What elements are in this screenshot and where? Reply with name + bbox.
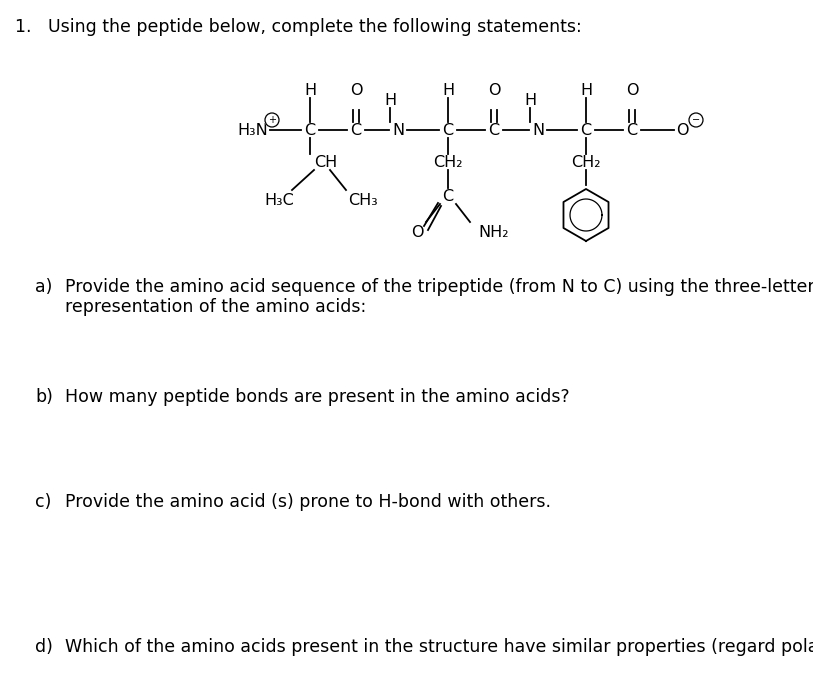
Text: representation of the amino acids:: representation of the amino acids:: [65, 298, 366, 316]
Text: CH₃: CH₃: [348, 192, 378, 208]
Circle shape: [265, 113, 279, 127]
Text: NH₂: NH₂: [478, 225, 508, 240]
Text: C: C: [350, 123, 362, 138]
Text: H: H: [524, 92, 536, 108]
Text: CH₂: CH₂: [572, 155, 601, 169]
Text: b): b): [35, 388, 53, 406]
Text: CH₂: CH₂: [433, 155, 463, 169]
Text: O: O: [676, 123, 689, 138]
Text: +: +: [268, 115, 276, 125]
Text: H₃C: H₃C: [264, 192, 294, 208]
Text: Provide the amino acid (s) prone to H-bond with others.: Provide the amino acid (s) prone to H-bo…: [65, 493, 551, 511]
Text: Provide the amino acid sequence of the tripeptide (from N to C) using the three-: Provide the amino acid sequence of the t…: [65, 278, 813, 296]
Text: N: N: [532, 123, 544, 138]
Text: 1.   Using the peptide below, complete the following statements:: 1. Using the peptide below, complete the…: [15, 18, 582, 36]
Text: N: N: [392, 123, 404, 138]
Text: −: −: [692, 115, 700, 125]
Text: O: O: [411, 225, 424, 240]
Text: C: C: [304, 123, 315, 138]
Circle shape: [689, 113, 703, 127]
Text: O: O: [488, 82, 500, 97]
Text: a): a): [35, 278, 52, 296]
Text: H: H: [580, 82, 592, 97]
Text: C: C: [627, 123, 637, 138]
Text: CH: CH: [314, 155, 337, 169]
Text: C: C: [580, 123, 592, 138]
Text: H: H: [384, 92, 396, 108]
Text: C: C: [489, 123, 499, 138]
Text: C: C: [442, 123, 454, 138]
Text: How many peptide bonds are present in the amino acids?: How many peptide bonds are present in th…: [65, 388, 570, 406]
Text: H: H: [304, 82, 316, 97]
Text: d): d): [35, 638, 53, 656]
Text: O: O: [626, 82, 638, 97]
Text: Which of the amino acids present in the structure have similar properties (regar: Which of the amino acids present in the …: [65, 638, 813, 656]
Text: H: H: [442, 82, 454, 97]
Text: H₃N: H₃N: [237, 123, 268, 138]
Text: O: O: [350, 82, 363, 97]
Text: c): c): [35, 493, 51, 511]
Text: C: C: [442, 188, 454, 203]
